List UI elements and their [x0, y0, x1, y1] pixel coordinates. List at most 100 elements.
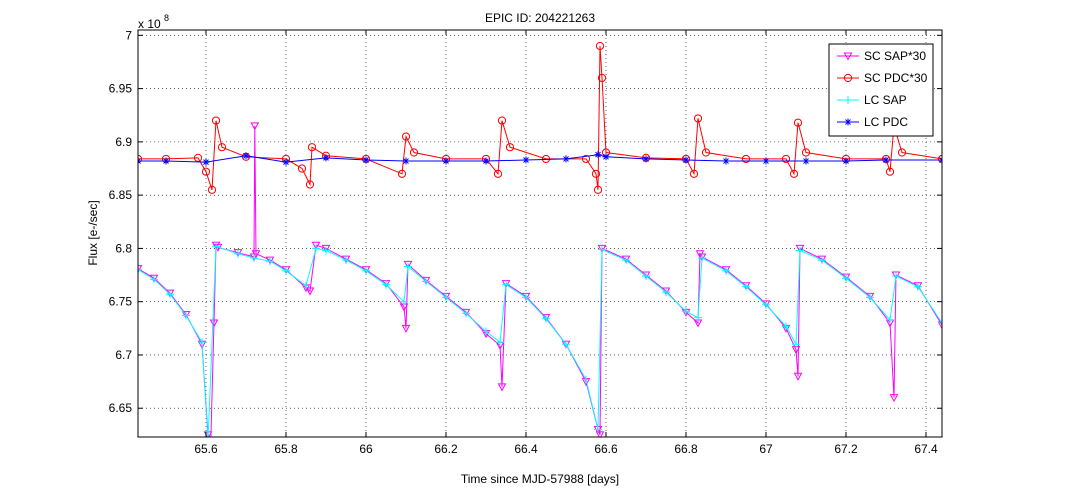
- x-tick-label: 66.8: [674, 442, 698, 456]
- data-point: [397, 169, 407, 178]
- y-axis-exponent-base: x 10: [138, 17, 161, 31]
- data-point: [362, 156, 370, 164]
- x-tick-label: 65.8: [274, 442, 298, 456]
- data-point: [802, 157, 810, 165]
- data-point: [722, 266, 730, 275]
- data-point: [181, 310, 191, 320]
- data-point: [182, 311, 190, 320]
- data-point: [322, 154, 330, 162]
- data-point: [789, 169, 799, 178]
- data-point: [493, 169, 503, 178]
- x-tick-label: 66.6: [594, 442, 618, 456]
- data-point: [697, 253, 707, 262]
- x-axis-ticks: 65.6 65.8 66 66.2 66.4 66.6 66.8 67 67.2 67.4: [194, 30, 938, 456]
- y-axis-label: Flux [e-/sec]: [86, 200, 100, 265]
- legend-label: SC SAP*30: [864, 49, 926, 63]
- data-point: [321, 244, 331, 253]
- data-point: [782, 322, 790, 331]
- legend-label: LC PDC: [864, 115, 908, 129]
- data-point: [594, 151, 602, 159]
- data-point: [594, 425, 602, 434]
- x-tick-label: 67.2: [834, 442, 858, 456]
- y-tick-label: 6.8: [115, 241, 132, 255]
- data-point: [937, 154, 942, 164]
- data-point: [138, 265, 142, 274]
- data-point: [482, 327, 490, 336]
- data-point: [404, 262, 412, 271]
- data-point: [892, 272, 900, 281]
- data-point: [362, 266, 370, 275]
- data-point: [598, 245, 606, 254]
- data-point: [762, 300, 770, 309]
- data-point: [234, 249, 242, 258]
- data-point: [891, 271, 901, 280]
- data-point: [201, 167, 211, 176]
- data-point: [305, 287, 315, 296]
- data-point: [882, 156, 890, 164]
- data-point: [742, 282, 750, 291]
- data-point: [693, 114, 703, 123]
- legend-label: SC PDC*30: [864, 71, 928, 85]
- data-point: [866, 293, 874, 302]
- legend-marker: [844, 118, 852, 126]
- plot-area: [138, 30, 942, 437]
- data-point: [597, 73, 607, 83]
- data-point: [897, 148, 907, 157]
- data-point: [382, 280, 390, 289]
- x-axis-label: Time since MJD-57988 [days]: [461, 472, 619, 486]
- legend-marker: [844, 96, 852, 104]
- x-tick-label: 66.2: [434, 442, 458, 456]
- data-point: [138, 265, 143, 274]
- data-point: [162, 157, 170, 165]
- legend: SC SAP*30 SC PDC*30 LC SAP LC PDC: [828, 43, 934, 137]
- data-point: [541, 314, 551, 323]
- data-point: [542, 314, 550, 323]
- data-point: [217, 143, 227, 152]
- data-point: [938, 318, 942, 327]
- y-axis-ticks: 6.65 6.7 6.75 6.8 6.85 6.9 6.95 7: [109, 28, 942, 415]
- data-point: [622, 256, 630, 265]
- x-tick-label: 67: [759, 442, 773, 456]
- data-point: [792, 340, 800, 349]
- data-point: [165, 289, 175, 298]
- y-tick-label: 6.7: [115, 348, 132, 362]
- y-tick-label: 7: [125, 28, 132, 42]
- data-point: [442, 157, 450, 165]
- data-point: [138, 154, 143, 164]
- data-point: [562, 340, 570, 349]
- data-point: [501, 280, 511, 289]
- data-point: [422, 277, 430, 286]
- data-point: [302, 281, 310, 290]
- plot-frame: [137, 29, 943, 438]
- data-point: [342, 256, 350, 265]
- data-point: [322, 246, 330, 255]
- data-point: [401, 324, 411, 333]
- data-point: [251, 250, 261, 259]
- data-point: [166, 290, 174, 299]
- series-3: [138, 242, 942, 437]
- data-point: [409, 148, 419, 157]
- x-tick-label: 67.4: [914, 442, 938, 456]
- data-point: [597, 244, 607, 253]
- data-point: [741, 154, 751, 164]
- data-point: [209, 319, 219, 328]
- data-point: [796, 246, 804, 255]
- data-point: [886, 315, 894, 324]
- data-point: [400, 297, 408, 306]
- data-point: [401, 132, 411, 141]
- y-axis-exponent: x 10 8: [138, 13, 169, 31]
- x-tick-label: 66.4: [514, 442, 538, 456]
- legend-label: LC SAP: [864, 93, 907, 107]
- x-tick-label: 65.6: [194, 442, 218, 456]
- data-point: [562, 155, 570, 163]
- data-point: [242, 152, 250, 160]
- data-point: [694, 313, 702, 322]
- x-tick-label: 66: [359, 442, 373, 456]
- data-point: [937, 321, 942, 330]
- series-layer: [138, 41, 942, 437]
- data-point: [496, 338, 504, 347]
- data-point: [842, 157, 850, 165]
- data-point: [403, 260, 413, 269]
- data-point: [722, 157, 730, 165]
- data-point: [402, 157, 410, 165]
